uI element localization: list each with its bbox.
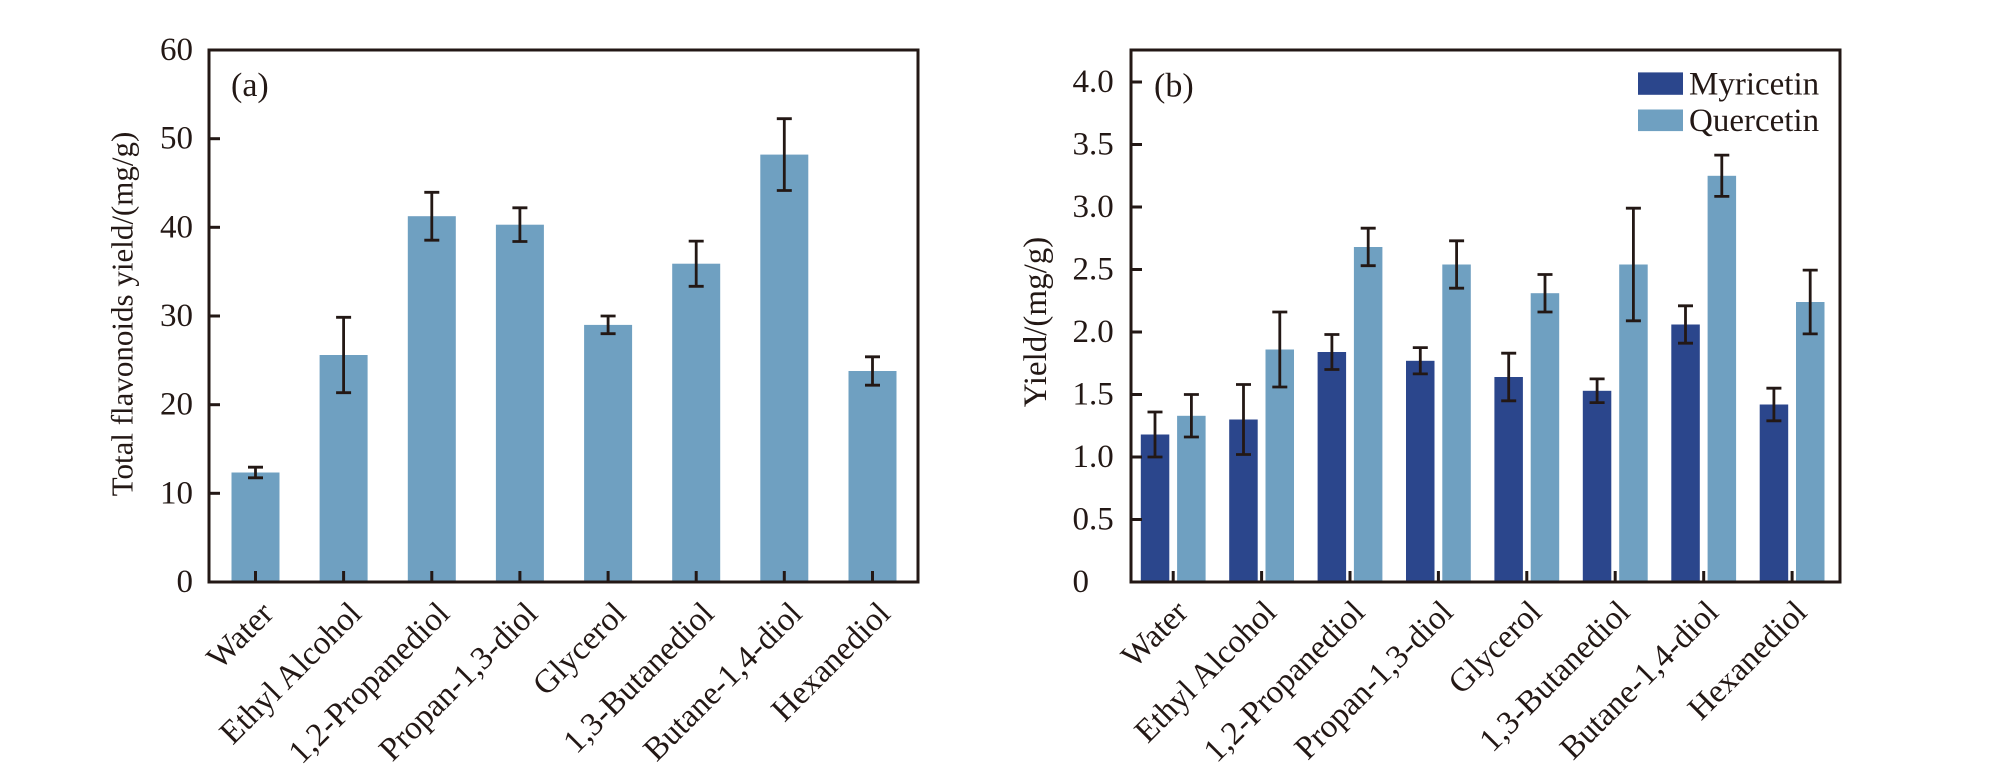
svg-text:60: 60: [160, 32, 193, 68]
svg-text:0: 0: [1073, 564, 1090, 600]
svg-text:(a): (a): [231, 67, 269, 104]
svg-text:2.5: 2.5: [1073, 252, 1114, 288]
svg-text:20: 20: [160, 387, 193, 423]
svg-text:30: 30: [160, 298, 193, 334]
svg-text:Yield/(mg/g): Yield/(mg/g): [1018, 237, 1054, 407]
svg-text:50: 50: [160, 121, 193, 157]
svg-text:4.0: 4.0: [1073, 64, 1114, 100]
svg-text:0.5: 0.5: [1073, 502, 1114, 538]
svg-text:Quercetin: Quercetin: [1689, 103, 1819, 139]
svg-text:3.0: 3.0: [1073, 189, 1114, 225]
svg-text:10: 10: [160, 475, 193, 511]
svg-text:Myricetin: Myricetin: [1689, 67, 1819, 103]
svg-text:0: 0: [177, 564, 194, 600]
svg-text:(b): (b): [1154, 68, 1194, 105]
svg-text:40: 40: [160, 209, 193, 245]
svg-text:Total flavonoids yield/(mg/g): Total flavonoids yield/(mg/g): [105, 132, 140, 497]
svg-text:3.5: 3.5: [1073, 127, 1114, 163]
svg-text:2.0: 2.0: [1073, 314, 1114, 350]
svg-text:1.0: 1.0: [1073, 439, 1114, 475]
svg-text:1.5: 1.5: [1073, 377, 1114, 413]
